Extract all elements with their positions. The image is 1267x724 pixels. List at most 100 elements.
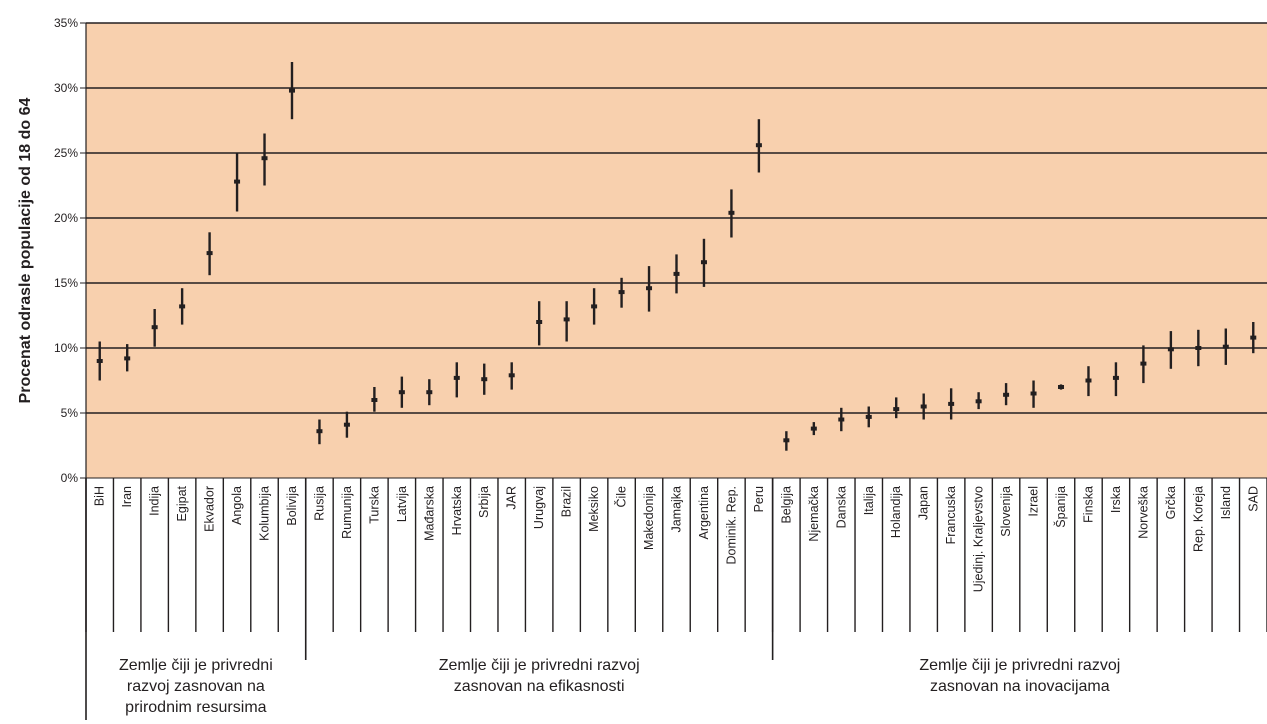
data-point xyxy=(1058,385,1065,389)
y-tick-label: 0% xyxy=(61,471,79,485)
data-point xyxy=(1085,378,1092,383)
y-tick-label: 25% xyxy=(54,146,78,160)
category-label: Belgija xyxy=(779,486,793,524)
category-label: Indija xyxy=(148,486,162,516)
data-point xyxy=(563,317,570,322)
data-point xyxy=(1003,392,1010,397)
category-label: Ujedinj. Kraljevstvo xyxy=(972,486,986,592)
data-point xyxy=(179,304,186,309)
category-label: Danska xyxy=(834,486,848,528)
category-label: Irska xyxy=(1109,486,1123,513)
data-point xyxy=(920,404,927,409)
data-point xyxy=(783,438,790,443)
data-point xyxy=(1250,335,1257,340)
data-point xyxy=(536,320,543,324)
data-point xyxy=(508,373,515,378)
category-label: Bolivija xyxy=(285,486,299,526)
data-point xyxy=(453,375,460,380)
data-point xyxy=(646,286,653,291)
data-point xyxy=(151,325,158,330)
data-point xyxy=(426,390,433,395)
category-label: Turska xyxy=(367,486,381,524)
category-label: Angola xyxy=(230,486,244,525)
category-label: Holandija xyxy=(889,486,903,538)
data-point xyxy=(700,260,707,265)
category-label: Mađarska xyxy=(422,486,436,541)
y-tick-label: 15% xyxy=(54,276,78,290)
category-label: Hrvatska xyxy=(450,486,464,535)
y-tick-label: 35% xyxy=(54,16,78,30)
category-label: Dominik. Rep. xyxy=(724,486,738,565)
category-label: Italija xyxy=(862,486,876,515)
data-point xyxy=(288,88,295,93)
group-label: Zemlje čiji je privredni razvoj xyxy=(919,657,1120,674)
data-point xyxy=(865,414,872,419)
category-label: Slovenija xyxy=(999,486,1013,537)
data-point xyxy=(261,156,268,161)
category-label: Rumunija xyxy=(340,486,354,539)
group-label: prirodnim resursima xyxy=(125,699,266,716)
category-label: Island xyxy=(1219,486,1233,519)
data-point xyxy=(618,290,625,295)
category-label: Norveška xyxy=(1136,486,1150,539)
data-point xyxy=(371,398,378,402)
category-label: Egipat xyxy=(175,485,189,521)
category-label: Makedonija xyxy=(642,486,656,550)
data-point xyxy=(1167,347,1174,352)
data-point xyxy=(1222,344,1229,349)
data-point xyxy=(673,271,680,276)
category-label: Argentina xyxy=(697,486,711,540)
data-point xyxy=(810,426,817,431)
category-label: Peru xyxy=(752,486,766,512)
data-point xyxy=(124,356,131,361)
data-point xyxy=(975,399,982,404)
category-label: Jamajka xyxy=(670,486,684,533)
data-point xyxy=(838,417,845,422)
y-tick-label: 20% xyxy=(54,211,78,225)
group-label: zasnovan na efikasnosti xyxy=(454,678,625,695)
data-point xyxy=(893,407,900,412)
data-point xyxy=(755,143,762,148)
group-label: Zemlje čiji je privredni razvoj xyxy=(439,657,640,674)
category-label: Iran xyxy=(120,486,134,508)
category-label: Njemačka xyxy=(807,486,821,542)
category-label: Francuska xyxy=(944,486,958,544)
group-label: razvoj zasnovan na xyxy=(127,678,265,695)
data-point xyxy=(206,251,213,256)
data-point xyxy=(1112,375,1119,380)
category-label: Srbija xyxy=(477,486,491,518)
y-tick-label: 10% xyxy=(54,341,78,355)
y-tick-label: 30% xyxy=(54,81,78,95)
data-point xyxy=(591,304,598,309)
data-point xyxy=(1140,361,1147,366)
data-point xyxy=(316,429,323,434)
category-label: Rep. Koreja xyxy=(1191,486,1205,552)
data-point xyxy=(1030,391,1037,396)
data-point xyxy=(481,377,488,382)
category-label: Čile xyxy=(614,486,629,508)
category-label: JAR xyxy=(505,486,519,510)
category-label: Rusija xyxy=(312,486,326,521)
group-label: zasnovan na inovacijama xyxy=(930,678,1110,695)
category-label: Grčka xyxy=(1164,486,1178,519)
category-label: Španija xyxy=(1053,486,1068,528)
data-point xyxy=(96,359,103,363)
plot-background xyxy=(86,23,1267,478)
category-label: Izrael xyxy=(1027,486,1041,517)
category-label: Urugvaj xyxy=(532,486,546,529)
category-label: BiH xyxy=(93,486,107,506)
category-label: Finska xyxy=(1081,486,1095,523)
category-label: Kolumbija xyxy=(258,486,272,541)
category-label: Meksiko xyxy=(587,486,601,532)
data-point xyxy=(343,422,350,427)
y-tick-label: 5% xyxy=(61,406,79,420)
data-point xyxy=(948,401,955,406)
category-label: Japan xyxy=(917,486,931,520)
data-point xyxy=(728,210,735,215)
data-point xyxy=(1195,346,1202,350)
y-axis-title: Procenat odrasle populacije od 18 do 64 xyxy=(17,97,34,403)
category-label: Ekvador xyxy=(203,486,217,532)
data-point xyxy=(234,179,241,184)
data-point xyxy=(398,390,405,395)
